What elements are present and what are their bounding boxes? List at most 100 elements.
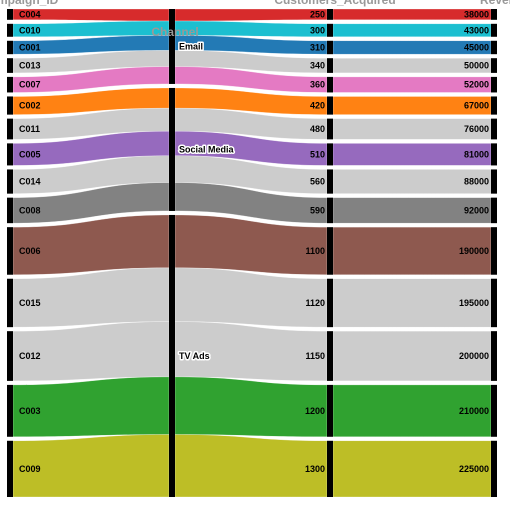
bar-campaign-c015	[7, 278, 13, 328]
bar-customers-360	[327, 76, 333, 93]
bar-customers-1150	[327, 331, 333, 381]
label-revenue-76000: 76000	[464, 124, 489, 134]
label-campaign-c010: C010	[19, 25, 41, 35]
dimension-title-customers: Customers_Acquired	[274, 0, 395, 7]
label-channel-tv-ads: TV Ads	[179, 351, 210, 361]
bar-customers-250	[327, 9, 333, 20]
label-customers-360: 360	[310, 80, 325, 90]
ribbon-c014-channel-to-customers	[174, 155, 328, 194]
bar-campaign-c002	[7, 96, 13, 115]
bar-channel-social-media	[169, 87, 175, 211]
ribbon-c006-campaign-to-channel	[12, 214, 170, 275]
label-campaign-c006: C006	[19, 246, 41, 256]
ribbon-c001-customers-to-revenue	[332, 40, 492, 55]
ribbon-c012-customers-to-revenue	[332, 331, 492, 382]
bar-campaign-c008	[7, 197, 13, 224]
label-revenue-210000: 210000	[459, 406, 489, 416]
bar-campaign-c014	[7, 169, 13, 194]
label-revenue-45000: 45000	[464, 42, 489, 52]
dimension-title-layer: Campaign_ID Channel Customers_Acquired Reve…	[0, 0, 510, 39]
bar-customers-510	[327, 143, 333, 166]
bar-campaign-c009	[7, 440, 13, 497]
label-revenue-92000: 92000	[464, 205, 489, 215]
label-customers-1120: 1120	[305, 298, 325, 308]
ribbon-c002-customers-to-revenue	[332, 96, 492, 115]
label-revenue-43000: 43000	[464, 25, 489, 35]
ribbon-layer	[12, 8, 492, 498]
label-campaign-c013: C013	[19, 61, 41, 71]
ribbon-c012-channel-to-customers	[174, 321, 328, 382]
label-channel-social-media: Social Media	[179, 144, 235, 154]
label-revenue-200000: 200000	[459, 351, 489, 361]
ribbon-c006-customers-to-revenue	[332, 227, 492, 275]
bar-customers-300	[327, 23, 333, 37]
ribbon-c006-channel-to-customers	[174, 214, 328, 275]
ribbon-c010-customers-to-revenue	[332, 23, 492, 37]
bar-revenue-45000	[491, 40, 497, 55]
ribbon-c001-channel-to-customers	[174, 35, 328, 55]
bar-revenue-52000	[491, 76, 497, 93]
bar-revenue-195000	[491, 278, 497, 328]
bar-customers-1300	[327, 440, 333, 497]
bar-revenue-225000	[491, 440, 497, 497]
category-bar-layer	[7, 9, 497, 498]
label-revenue-190000: 190000	[459, 246, 489, 256]
bar-campaign-c004	[7, 9, 13, 20]
label-campaign-c002: C002	[19, 101, 41, 111]
label-campaign-c011: C011	[19, 124, 40, 134]
bar-campaign-c010	[7, 23, 13, 37]
bar-campaign-c003	[7, 384, 13, 437]
label-revenue-225000: 225000	[459, 464, 489, 474]
dimension-title-channel: Channel	[151, 25, 198, 39]
bar-customers-1120	[327, 278, 333, 328]
bar-campaign-c001	[7, 40, 13, 55]
bar-revenue-92000	[491, 197, 497, 224]
dimension-title-revenue: Revenue	[480, 0, 510, 7]
label-campaign-c012: C012	[19, 351, 41, 361]
label-customers-250: 250	[310, 9, 325, 19]
ribbon-c002-channel-to-customers	[174, 87, 328, 115]
label-campaign-c003: C003	[19, 406, 41, 416]
label-customers-1300: 1300	[305, 464, 325, 474]
bar-revenue-76000	[491, 118, 497, 140]
bar-customers-480	[327, 118, 333, 140]
label-campaign-c001: C001	[19, 42, 41, 52]
ribbon-c003-channel-to-customers	[174, 376, 328, 437]
bar-channel-email	[169, 9, 175, 84]
label-customers-1200: 1200	[305, 406, 325, 416]
label-customers-1150: 1150	[305, 351, 325, 361]
label-campaign-c004: C004	[19, 9, 41, 19]
bar-revenue-200000	[491, 331, 497, 381]
label-customers-510: 510	[310, 149, 325, 159]
label-revenue-88000: 88000	[464, 177, 489, 187]
ribbon-c004-channel-to-customers	[174, 8, 328, 22]
label-revenue-67000: 67000	[464, 101, 489, 111]
label-revenue-195000: 195000	[459, 298, 489, 308]
label-layer: C004 C010 C001 C013 C007 C002 C011 C005 C014 C008…	[19, 9, 489, 473]
label-campaign-c008: C008	[19, 205, 41, 215]
bar-customers-590	[327, 197, 333, 224]
label-customers-480: 480	[310, 124, 325, 134]
bar-customers-1100	[327, 227, 333, 275]
bar-revenue-210000	[491, 384, 497, 437]
label-revenue-81000: 81000	[464, 149, 489, 159]
label-customers-590: 590	[310, 205, 325, 215]
bar-customers-310	[327, 40, 333, 55]
ribbon-c013-customers-to-revenue	[332, 58, 492, 74]
bar-campaign-c011	[7, 118, 13, 140]
ribbon-c013-channel-to-customers	[174, 50, 328, 74]
bar-revenue-38000	[491, 9, 497, 20]
bar-channel-tv-ads	[169, 214, 175, 498]
label-customers-310: 310	[310, 42, 325, 52]
bar-customers-560	[327, 169, 333, 194]
ribbon-c014-customers-to-revenue	[332, 169, 492, 194]
bar-customers-340	[327, 58, 333, 73]
bar-revenue-50000	[491, 58, 497, 73]
bar-revenue-43000	[491, 23, 497, 37]
label-customers-300: 300	[310, 25, 325, 35]
label-customers-420: 420	[310, 101, 325, 111]
ribbon-c007-customers-to-revenue	[332, 76, 492, 93]
bar-campaign-c006	[7, 227, 13, 275]
ribbon-c003-customers-to-revenue	[332, 384, 492, 437]
